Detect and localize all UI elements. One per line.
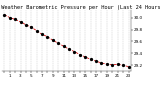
Point: [41, 34, 43, 35]
Point: [122, 65, 124, 66]
Point: [8, 17, 11, 18]
Point: [62, 46, 65, 47]
Point: [111, 64, 114, 66]
Point: [52, 40, 54, 41]
Point: [100, 62, 103, 64]
Point: [79, 54, 81, 55]
Point: [116, 64, 119, 65]
Point: [89, 59, 92, 60]
Point: [127, 66, 130, 67]
Point: [73, 51, 76, 52]
Point: [84, 56, 87, 58]
Point: [46, 36, 49, 37]
Point: [35, 30, 38, 31]
Point: [106, 64, 108, 65]
Point: [68, 49, 70, 50]
Point: [14, 19, 16, 20]
Title: Milwaukee Weather Barometric Pressure per Hour (Last 24 Hours): Milwaukee Weather Barometric Pressure pe…: [0, 5, 160, 10]
Point: [57, 43, 60, 44]
Point: [3, 14, 6, 15]
Point: [25, 24, 27, 25]
Point: [19, 21, 22, 22]
Point: [95, 60, 97, 62]
Point: [30, 26, 33, 28]
